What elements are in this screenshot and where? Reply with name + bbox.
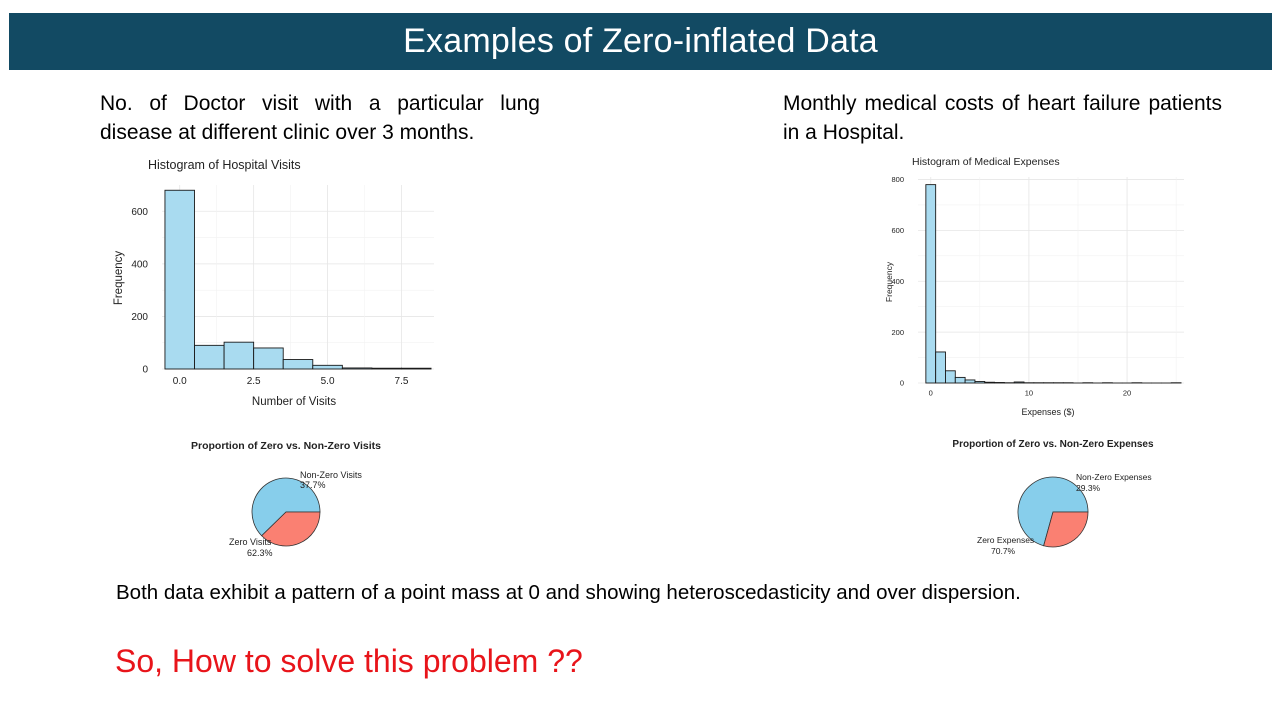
x-axis-label: Number of Visits <box>252 396 336 408</box>
x-tick-label: 0.0 <box>173 376 187 387</box>
x-axis-label: Expenses ($) <box>1021 407 1074 417</box>
visits-histogram: Histogram of Hospital Visits 0200400600 … <box>113 158 434 408</box>
histogram-bar <box>994 382 1005 384</box>
expenses-description: Monthly medical costs of heart failure p… <box>783 92 1222 144</box>
slice-percent-zero: 70.7% <box>991 546 1016 556</box>
x-tick-label: 7.5 <box>395 376 409 387</box>
histogram-bar <box>312 364 343 370</box>
y-tick-label: 0 <box>142 365 148 376</box>
histogram-bar <box>282 359 314 370</box>
pie-slice-nonzero <box>1043 511 1089 548</box>
slice-label-nonzero: Non-Zero Visits <box>300 470 362 480</box>
histogram-bar <box>253 347 284 370</box>
histogram-bar <box>223 341 255 370</box>
slice-label-zero: Zero Visits <box>229 537 272 547</box>
histogram-bar <box>1013 381 1025 384</box>
expenses-histogram: Histogram of Medical Expenses 0200400600… <box>884 156 1184 417</box>
x-tick-label: 2.5 <box>247 376 261 387</box>
chart-title: Proportion of Zero vs. Non-Zero Visits <box>191 440 381 452</box>
slice-percent-nonzero: 29.3% <box>1076 483 1101 493</box>
visits-description: No. of Doctor visit with a particular lu… <box>100 92 540 144</box>
y-tick-label: 400 <box>891 277 904 286</box>
x-tick-label: 5.0 <box>321 376 335 387</box>
histogram-bar <box>954 376 966 384</box>
slice-label-zero: Zero Expenses <box>977 535 1034 545</box>
y-axis-label: Frequency <box>884 261 894 302</box>
chart-title: Histogram of Hospital Visits <box>148 158 301 172</box>
y-axis-label: Frequency <box>113 251 125 306</box>
y-tick-label: 600 <box>891 226 904 235</box>
x-tick-label: 0 <box>929 389 933 398</box>
visits-pie-chart: Proportion of Zero vs. Non-Zero Visits N… <box>191 440 381 558</box>
histogram-bar <box>925 184 937 384</box>
slice-label-nonzero: Non-Zero Expenses <box>1076 472 1152 482</box>
histogram-bar <box>964 379 976 384</box>
x-tick-label: 10 <box>1025 389 1033 398</box>
histogram-bar <box>935 351 946 384</box>
y-tick-label: 0 <box>900 379 904 388</box>
slice-percent-zero: 62.3% <box>247 548 273 558</box>
chart-title: Histogram of Medical Expenses <box>912 156 1060 168</box>
histogram-bar <box>974 381 986 384</box>
chart-title: Proportion of Zero vs. Non-Zero Expenses <box>952 439 1154 450</box>
expenses-pie-chart: Proportion of Zero vs. Non-Zero Expenses… <box>952 439 1154 556</box>
y-tick-label: 600 <box>131 207 148 218</box>
pie-slice-zero <box>1017 476 1089 547</box>
histogram-bar <box>341 367 373 370</box>
y-tick-label: 800 <box>891 175 904 184</box>
y-tick-label: 400 <box>131 259 148 270</box>
histogram-bar <box>194 344 225 370</box>
summary-text: Both data exhibit a pattern of a point m… <box>116 581 1021 604</box>
histogram-bar <box>945 370 956 384</box>
pie-slice-zero <box>251 477 321 537</box>
histogram-bar <box>401 367 432 370</box>
question-text: So, How to solve this problem ?? <box>115 643 583 679</box>
y-tick-label: 200 <box>891 328 904 337</box>
histogram-bar <box>164 189 195 370</box>
y-tick-label: 200 <box>131 312 148 323</box>
x-tick-label: 20 <box>1123 389 1131 398</box>
slide-title: Examples of Zero-inflated Data <box>403 22 878 60</box>
histogram-bar <box>371 367 402 370</box>
title-banner: Examples of Zero-inflated Data <box>9 13 1272 70</box>
pie-slice-nonzero <box>261 511 321 547</box>
slice-percent-nonzero: 37.7% <box>300 480 326 490</box>
histogram-bar <box>984 381 996 384</box>
